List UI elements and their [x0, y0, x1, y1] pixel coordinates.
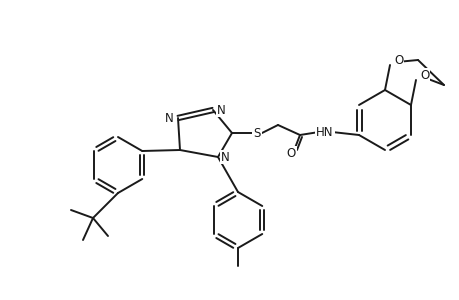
Text: N: N [220, 151, 229, 164]
Text: HN: HN [316, 125, 333, 139]
Text: O: O [393, 53, 403, 67]
Text: O: O [286, 146, 295, 160]
Text: S: S [253, 127, 260, 140]
Text: N: N [165, 112, 174, 124]
Text: N: N [217, 103, 225, 116]
Text: O: O [419, 68, 428, 82]
